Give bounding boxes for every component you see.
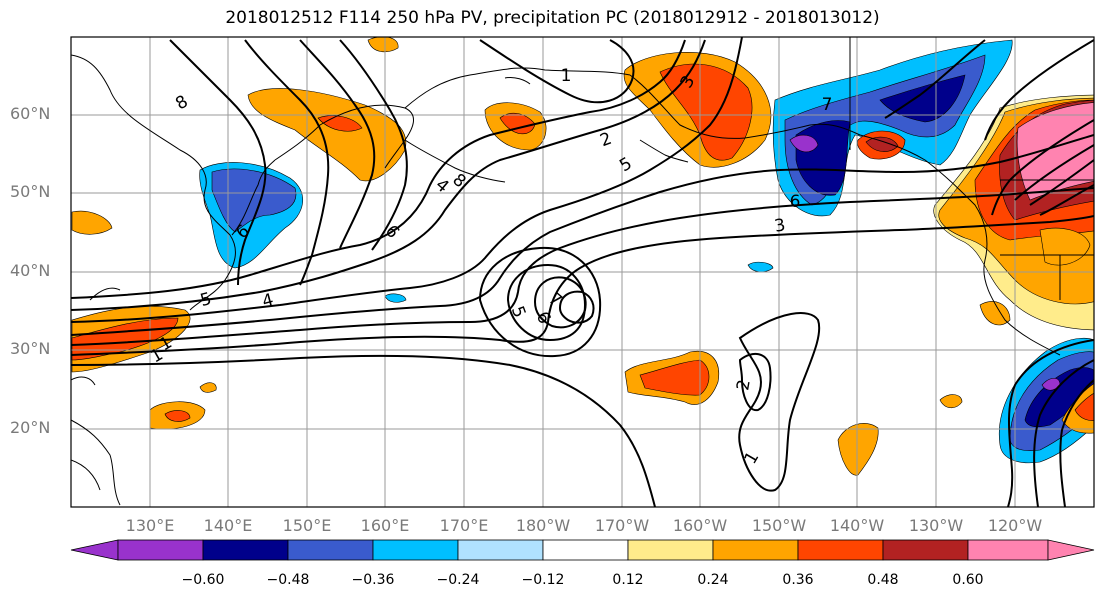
colorbar-swatch bbox=[372, 539, 459, 561]
lat-label: 20°N bbox=[10, 418, 51, 437]
colorbar-tick-label: 0.24 bbox=[697, 572, 729, 588]
contour-label: 4 bbox=[260, 290, 276, 312]
colorbar-swatch bbox=[457, 539, 544, 561]
contour-label: 1 bbox=[741, 448, 764, 467]
precip-positive-area bbox=[639, 359, 710, 396]
contour-label: 5 bbox=[616, 154, 635, 177]
lon-label: 140°W bbox=[829, 516, 885, 535]
contour-label: 3 bbox=[773, 215, 787, 237]
colorbar-tick-label: −0.24 bbox=[436, 572, 480, 588]
lon-label: 130°W bbox=[908, 516, 964, 535]
contour-label: 5 bbox=[507, 303, 529, 320]
graticule bbox=[71, 37, 1094, 507]
precip-negative-area bbox=[747, 261, 774, 273]
precip-fills bbox=[71, 37, 1094, 476]
colorbar-swatch bbox=[967, 539, 1049, 561]
precip-positive-area bbox=[367, 37, 399, 53]
chart-title: 2018012512 F114 250 hPa PV, precipitatio… bbox=[225, 8, 880, 28]
contour-label: 7 bbox=[822, 95, 833, 115]
colorbar bbox=[70, 539, 1095, 561]
lon-label: 130°E bbox=[125, 516, 175, 535]
colorbar-tick-label: 0.48 bbox=[867, 572, 899, 588]
lon-label: 140°E bbox=[203, 516, 253, 535]
colorbar-tick-label: −0.48 bbox=[266, 572, 310, 588]
lon-label: 170°W bbox=[594, 516, 650, 535]
colorbar-swatch bbox=[287, 539, 374, 561]
precip-positive-area bbox=[164, 410, 191, 422]
precip-negative-area bbox=[789, 134, 819, 153]
lon-label: 170°E bbox=[439, 516, 489, 535]
precip-positive-area bbox=[979, 301, 1011, 326]
colorbar-tick-label: 0.12 bbox=[612, 572, 644, 588]
precip-positive-area bbox=[939, 394, 963, 409]
colorbar-swatch bbox=[117, 539, 204, 561]
contour-label: 8 bbox=[172, 92, 191, 115]
colorbar-tick-label: −0.12 bbox=[521, 572, 565, 588]
contour-label: 2 bbox=[597, 129, 614, 151]
coastlines bbox=[71, 37, 1094, 506]
colorbar-tick-label: −0.60 bbox=[181, 572, 225, 588]
lat-label: 30°N bbox=[10, 339, 51, 358]
colorbar-swatch bbox=[797, 539, 884, 561]
contour-label: 1 bbox=[561, 66, 572, 86]
colorbar-swatch bbox=[202, 539, 289, 561]
lat-label: 50°N bbox=[10, 182, 51, 201]
contour-label: 6 bbox=[790, 192, 801, 212]
precip-positive-area bbox=[837, 423, 879, 476]
precip-positive-area bbox=[1074, 392, 1094, 421]
precip-positive-area bbox=[71, 210, 113, 235]
contour-label: 5 bbox=[198, 289, 214, 311]
precip-positive-area bbox=[865, 136, 899, 152]
lon-label: 150°E bbox=[282, 516, 332, 535]
colorbar-tick-label: −0.36 bbox=[351, 572, 395, 588]
colorbar-tick-label: 0.36 bbox=[782, 572, 814, 588]
contour-label: 8 bbox=[448, 170, 469, 192]
map-frame bbox=[70, 36, 1095, 508]
precip-positive-area bbox=[1016, 102, 1094, 201]
contour-label: 2 bbox=[733, 378, 755, 392]
pv-contours bbox=[71, 37, 1094, 507]
lon-label: 180°W bbox=[515, 516, 571, 535]
lat-label: 60°N bbox=[10, 104, 51, 123]
precip-negative-area bbox=[384, 293, 407, 303]
colorbar-max-extension bbox=[1047, 539, 1095, 561]
colorbar-swatch bbox=[882, 539, 969, 561]
colorbar-min-extension bbox=[70, 539, 119, 561]
contour-label: 6 bbox=[381, 221, 403, 242]
lon-label: 120°W bbox=[987, 516, 1043, 535]
precip-positive-area bbox=[247, 88, 407, 182]
colorbar-swatch bbox=[542, 539, 629, 561]
colorbar-tick-label: 0.60 bbox=[952, 572, 984, 588]
lon-label: 150°W bbox=[751, 516, 807, 535]
lat-label: 40°N bbox=[10, 261, 51, 280]
precip-positive-area bbox=[199, 382, 217, 393]
colorbar-swatch bbox=[712, 539, 799, 561]
lon-label: 160°E bbox=[360, 516, 410, 535]
lon-label: 160°W bbox=[672, 516, 728, 535]
precip-positive-area bbox=[1039, 227, 1091, 266]
colorbar-swatch bbox=[627, 539, 714, 561]
